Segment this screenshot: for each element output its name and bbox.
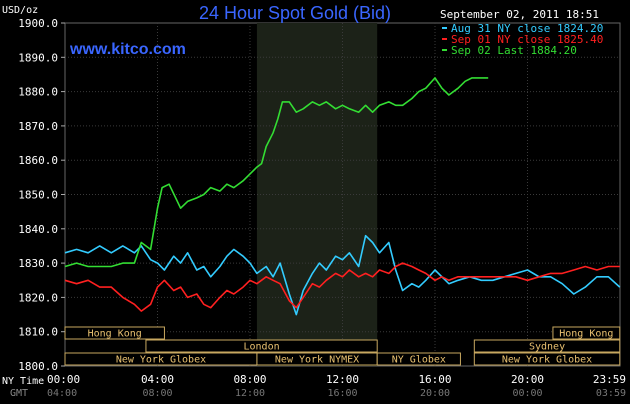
x-tick-label-ny: 12:00	[326, 373, 359, 386]
y-tick-label: 1820.0	[18, 291, 58, 304]
x-tick-label-ny: 23:59	[593, 373, 626, 386]
session-label: New York Globex	[116, 355, 206, 366]
legend-entry: Aug 31 NY close 1824.20	[451, 22, 603, 35]
session-label: New York NYMEX	[275, 355, 359, 366]
y-tick-label: 1890.0	[18, 51, 58, 64]
x-tick-label-gmt: 12:00	[235, 388, 265, 399]
session-box	[473, 339, 621, 353]
series-layer	[64, 77, 621, 316]
chart-timestamp: September 02, 2011 18:51	[440, 8, 599, 21]
legend-entry: Sep 01 NY close 1825.40	[451, 33, 603, 46]
price-series-line-1	[64, 234, 621, 316]
x-tick-label-ny: 20:00	[511, 373, 544, 386]
session-label: London	[244, 342, 280, 353]
session-label: NY Globex	[392, 355, 446, 366]
price-series-line-2	[64, 262, 620, 312]
y-tick-label: 1810.0	[18, 326, 58, 339]
session-box	[552, 326, 621, 340]
legend-entry: Sep 02 Last 1884.20	[451, 44, 577, 57]
session-label: New York Globex	[502, 355, 592, 366]
session-label: Hong Kong	[88, 329, 142, 340]
session-box	[376, 352, 461, 366]
session-label: Hong Kong	[559, 329, 613, 340]
x-tick-label-ny: 00:00	[47, 373, 80, 386]
session-box	[473, 352, 621, 366]
x-tick-label-ny: 08:00	[233, 373, 266, 386]
price-series-line-3	[64, 77, 489, 268]
y-axis-unit-label: USD/oz	[2, 5, 38, 16]
session-box	[64, 326, 165, 340]
gmt-row-label: GMT	[10, 388, 28, 399]
y-tick-label: 1900.0	[18, 17, 58, 30]
ny-time-row-label: NY Time	[2, 376, 44, 387]
trading-session-layer: Hong Kong Hong Kong London Sydney New York G…	[64, 326, 621, 366]
grid-layer	[65, 23, 620, 366]
x-tick-label-gmt: 03:59	[596, 388, 626, 399]
y-tick-label: 1840.0	[18, 223, 58, 236]
source-watermark: www.kitco.com	[69, 41, 186, 58]
x-tick-label-ny: 16:00	[418, 373, 451, 386]
session-box	[145, 339, 378, 353]
session-label: Sydney	[529, 342, 565, 353]
x-tick-label-gmt: 00:00	[512, 388, 542, 399]
axis-layer: 1800.0 1810.0 1820.0 1830.0 1840.0 1850.0 1860…	[18, 17, 626, 399]
y-tick-label: 1850.0	[18, 189, 58, 202]
y-tick-label: 1880.0	[18, 86, 58, 99]
x-tick-label-gmt: 08:00	[142, 388, 172, 399]
chart-title: 24 Hour Spot Gold (Bid)	[199, 3, 391, 23]
x-tick-label-gmt: 04:00	[47, 388, 77, 399]
y-tick-label: 1860.0	[18, 154, 58, 167]
x-tick-label-gmt: 16:00	[327, 388, 357, 399]
y-tick-label: 1800.0	[18, 360, 58, 373]
x-tick-label-ny: 04:00	[141, 373, 174, 386]
y-tick-label: 1830.0	[18, 257, 58, 270]
y-tick-label: 1870.0	[18, 120, 58, 133]
x-tick-label-gmt: 20:00	[420, 388, 450, 399]
